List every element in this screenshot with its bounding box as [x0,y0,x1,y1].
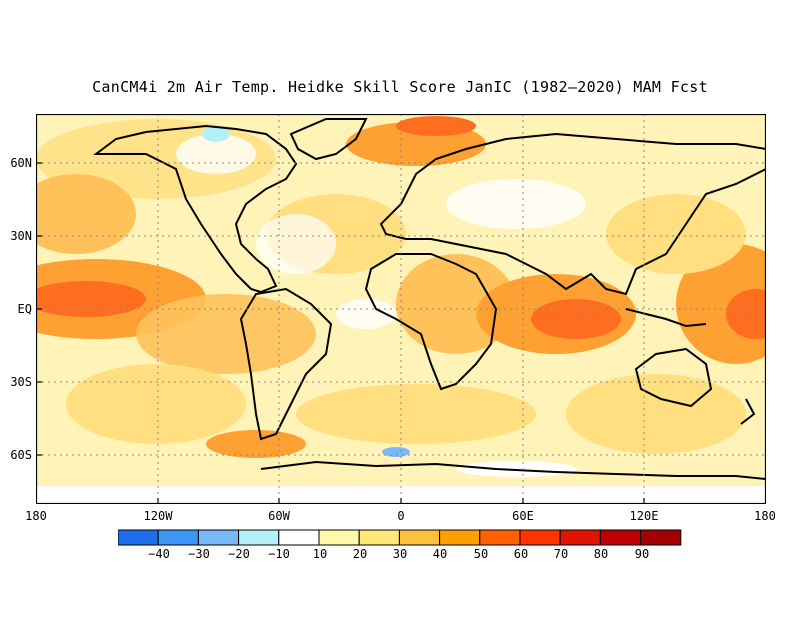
lon-label-0: 0 [397,509,405,523]
colorbar-swatch [358,529,400,546]
lat-label-30n: 30N [10,229,32,243]
lon-label-120e: 120E [629,509,659,523]
colorbar-label-neg40: −40 [148,547,170,561]
colorbar-label-50: 50 [473,547,489,561]
lon-label-120w: 120W [143,509,173,523]
colorbar-swatch [599,529,642,546]
colorbar-label-70: 70 [553,547,569,561]
skill-score-map [36,114,766,504]
colorbar-swatch [118,529,159,546]
colorbar-swatch [197,529,240,546]
lon-label-60w: 60W [268,509,290,523]
map-title: CanCM4i 2m Air Temp. Heidke Skill Score … [92,78,708,96]
lat-label-60s: 60S [10,448,32,462]
colorbar-label-10: 10 [312,547,328,561]
colorbar-label-80: 80 [593,547,609,561]
colorbar-swatch [519,529,561,546]
graticule [36,114,766,504]
colorbar-swatch [479,529,521,546]
colorbar-label-40: 40 [432,547,448,561]
lon-label-60e: 60E [512,509,534,523]
skill-field [36,116,766,504]
colorbar-label-60: 60 [513,547,529,561]
colorbar-label-90: 90 [634,547,650,561]
colorbar [118,529,682,546]
colorbar-swatch [157,529,199,546]
colorbar-label-30: 30 [392,547,408,561]
colorbar-swatch [238,529,280,546]
coastlines [93,118,766,480]
colorbar-label-20: 20 [352,547,368,561]
colorbar-swatch [559,529,601,546]
colorbar-swatch [398,529,441,546]
colorbar-swatch [318,529,360,546]
lon-label-180e: 180 [754,509,776,523]
lat-label-30s: 30S [10,375,32,389]
colorbar-swatch [439,529,481,546]
colorbar-label-neg10: −10 [268,547,290,561]
colorbar-swatch [640,529,682,546]
colorbar-swatch [278,529,320,546]
colorbar-label-neg20: −20 [228,547,250,561]
lat-label-60n: 60N [10,156,32,170]
lat-label-eq: EQ [17,302,32,316]
colorbar-label-neg30: −30 [188,547,210,561]
lon-label-180w: 180 [25,509,47,523]
